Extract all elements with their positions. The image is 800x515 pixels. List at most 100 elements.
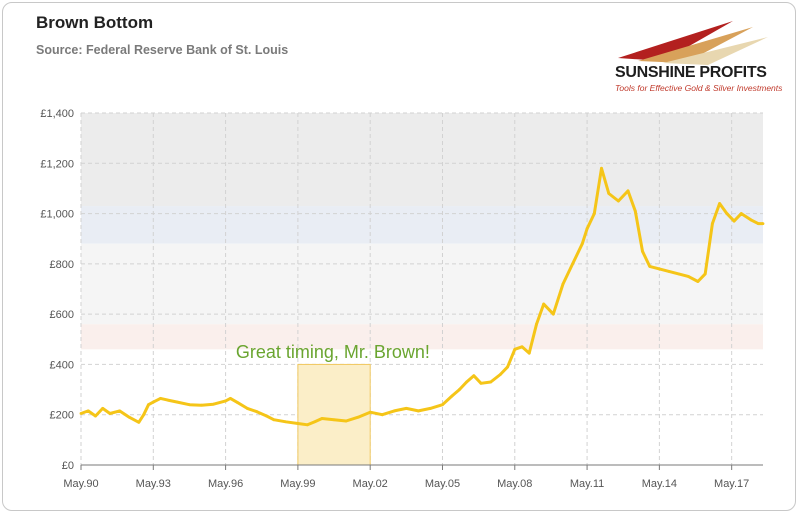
- data-point: [710, 222, 714, 226]
- data-point: [332, 418, 336, 422]
- sunshine-profits-logo-icon: [618, 21, 768, 65]
- data-point: [551, 312, 555, 316]
- logo-name: SUNSHINE PROFITS: [615, 64, 767, 81]
- data-point: [356, 415, 360, 419]
- data-point: [79, 412, 83, 415]
- data-point: [732, 219, 736, 223]
- data-point: [368, 410, 372, 414]
- data-point: [175, 400, 179, 404]
- data-point: [313, 420, 317, 424]
- x-tick-label: May.11: [570, 478, 604, 490]
- y-tick-label: £800: [50, 259, 74, 271]
- data-point: [617, 199, 620, 203]
- data-point: [344, 419, 348, 423]
- data-point: [108, 412, 112, 415]
- data-point: [600, 166, 603, 170]
- highlight-layer: [297, 363, 371, 466]
- x-tick-label: May.96: [208, 478, 243, 490]
- grid-lines: [80, 112, 763, 466]
- data-point: [633, 209, 637, 213]
- data-point: [429, 407, 432, 410]
- data-point: [166, 398, 170, 402]
- data-point: [212, 402, 215, 406]
- x-tick-label: May.93: [136, 478, 171, 490]
- data-point: [561, 282, 565, 286]
- data-point: [416, 409, 420, 413]
- highlight-box: [297, 363, 371, 466]
- data-point: [188, 403, 191, 407]
- data-point: [513, 347, 517, 351]
- data-point: [229, 396, 232, 400]
- data-point: [626, 189, 630, 193]
- data-point: [450, 394, 454, 398]
- data-point: [725, 212, 729, 215]
- x-tick-label: May.02: [353, 478, 388, 490]
- data-point: [137, 420, 141, 424]
- data-point: [200, 403, 203, 407]
- y-tick-label: £1,200: [40, 158, 74, 170]
- band-blue: [81, 206, 763, 244]
- data-point: [86, 409, 90, 413]
- data-point: [677, 272, 681, 276]
- data-point: [306, 423, 309, 427]
- annotation-text: Great timing, Mr. Brown!: [236, 342, 430, 362]
- data-point: [142, 413, 146, 417]
- x-tick-label: May.05: [425, 478, 460, 490]
- data-point: [245, 407, 249, 410]
- data-point: [236, 401, 240, 405]
- data-point: [404, 407, 408, 410]
- data-point: [224, 399, 227, 403]
- data-point: [686, 275, 690, 278]
- data-point: [380, 413, 384, 417]
- data-point: [749, 218, 753, 222]
- data-point: [479, 381, 483, 385]
- x-tick-label: May.17: [714, 478, 749, 490]
- data-point: [641, 249, 644, 253]
- data-point: [320, 417, 324, 420]
- label-layer: £0 £200 £400 £600 £800 £1,000 £1,200 £1,400 May.…: [40, 108, 749, 490]
- data-point: [527, 351, 531, 355]
- data-point: [542, 302, 546, 306]
- logo-tagline: Tools for Effective Gold & Silver Invest…: [615, 83, 783, 93]
- y-tick-label: £200: [50, 410, 74, 422]
- y-tick-label: £1,000: [40, 209, 74, 221]
- data-point: [580, 242, 584, 246]
- data-point: [296, 422, 300, 425]
- data-point: [441, 403, 444, 407]
- data-point: [159, 396, 162, 400]
- background-bands: [81, 113, 763, 350]
- axes-layer: [80, 464, 763, 470]
- y-tick-label: £1,400: [40, 108, 74, 120]
- data-point: [101, 407, 105, 410]
- data-point: [657, 267, 661, 271]
- data-point: [592, 212, 596, 215]
- data-point: [151, 400, 155, 404]
- data-point: [585, 227, 589, 231]
- chart-title: Brown Bottom: [36, 13, 154, 32]
- data-point: [756, 222, 760, 226]
- data-point: [147, 403, 150, 407]
- data-point: [535, 322, 538, 326]
- data-point: [457, 388, 461, 391]
- data-point: [265, 414, 268, 418]
- data-point: [739, 212, 743, 215]
- series-layer: [79, 166, 765, 427]
- x-tick-label: May.08: [497, 478, 532, 490]
- data-point: [94, 414, 97, 418]
- data-point: [284, 420, 288, 424]
- data-point: [648, 264, 652, 268]
- data-point: [607, 192, 611, 195]
- data-point: [255, 410, 259, 414]
- data-point: [696, 280, 700, 283]
- data-point: [472, 374, 476, 378]
- band-top: [81, 113, 763, 207]
- x-tick-label: May.90: [63, 478, 98, 490]
- y-tick-label: £400: [50, 359, 74, 371]
- data-point: [272, 418, 276, 422]
- chart-source: Source: Federal Reserve Bank of St. Loui…: [36, 43, 289, 57]
- y-tick-label: £600: [50, 309, 74, 321]
- data-point: [703, 272, 707, 276]
- data-point: [761, 222, 765, 226]
- data-point: [718, 202, 722, 205]
